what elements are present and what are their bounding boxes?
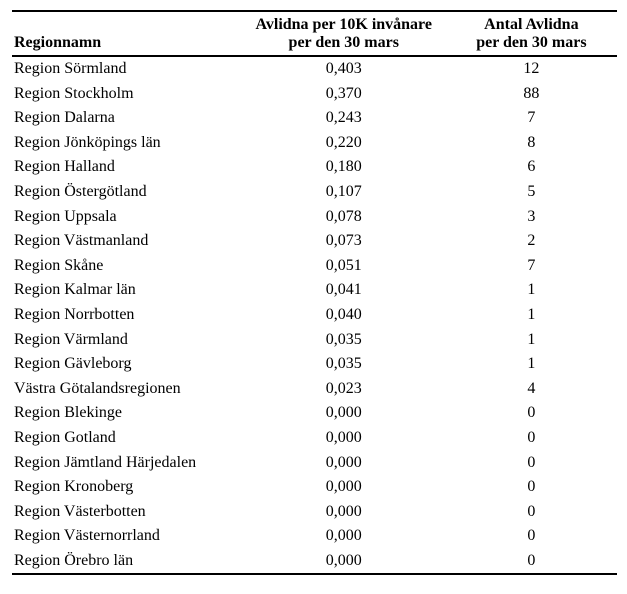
table-row: Region Gävleborg 0,035 1 bbox=[12, 352, 617, 377]
region-name-cell: Region Norrbotten bbox=[14, 305, 135, 323]
region-name-cell: Region Blekinge bbox=[14, 404, 122, 422]
death-count-cell: 12 bbox=[523, 60, 540, 77]
deaths-per-10k-cell: 0,000 bbox=[325, 502, 362, 520]
death-count-cell: 5 bbox=[527, 182, 536, 200]
death-count-cell: 88 bbox=[523, 84, 540, 102]
column-header-region-name: Regionnamn bbox=[12, 11, 242, 57]
death-count-cell: 1 bbox=[527, 330, 536, 348]
death-count-cell: 0 bbox=[527, 453, 536, 471]
region-name-cell: Region Västmanland bbox=[14, 232, 149, 250]
deaths-per-10k-cell: 0,000 bbox=[325, 453, 362, 471]
table-row: Region Norrbotten 0,040 1 bbox=[12, 303, 617, 328]
table-row: Region Jämtland Härjedalen 0,000 0 bbox=[12, 451, 617, 476]
table-row: Region Västmanland 0,073 2 bbox=[12, 229, 617, 254]
death-count-cell: 2 bbox=[527, 232, 536, 250]
column-header-death-count: Antal Avlidna per den 30 mars bbox=[445, 11, 617, 57]
death-count-cell: 7 bbox=[527, 109, 536, 127]
region-name-cell: Region Örebro län bbox=[14, 551, 134, 569]
region-name-cell: Region Skåne bbox=[14, 256, 104, 274]
deaths-per-10k-cell: 0,220 bbox=[325, 133, 362, 151]
header-rate-line1: Avlidna per 10K invånare bbox=[255, 16, 432, 33]
deaths-per-10k-cell: 0,243 bbox=[325, 109, 362, 127]
death-count-cell: 1 bbox=[527, 305, 536, 323]
deaths-per-10k-cell: 0,403 bbox=[325, 60, 362, 77]
deaths-per-10k-cell: 0,035 bbox=[325, 355, 362, 373]
region-name-cell: Region Västernorrland bbox=[14, 527, 160, 545]
region-name-cell: Region Västerbotten bbox=[14, 502, 146, 520]
table-row: Region Stockholm 0,370 88 bbox=[12, 82, 617, 107]
death-count-cell: 0 bbox=[527, 478, 536, 496]
death-count-cell: 0 bbox=[527, 527, 536, 545]
region-name-cell: Region Stockholm bbox=[14, 84, 134, 102]
region-name-cell: Region Jämtland Härjedalen bbox=[14, 453, 197, 471]
table-row: Region Uppsala 0,078 3 bbox=[12, 205, 617, 230]
deaths-per-10k-cell: 0,000 bbox=[325, 478, 362, 496]
region-name-cell: Region Dalarna bbox=[14, 109, 115, 127]
region-name-cell: Region Uppsala bbox=[14, 207, 117, 225]
header-rate-line2: per den 30 mars bbox=[288, 34, 399, 51]
death-count-cell: 8 bbox=[527, 133, 536, 151]
deaths-per-10k-cell: 0,000 bbox=[325, 551, 362, 569]
death-count-cell: 7 bbox=[527, 256, 536, 274]
death-count-cell: 0 bbox=[527, 404, 536, 422]
deaths-per-10k-cell: 0,073 bbox=[325, 232, 362, 250]
region-name-cell: Region Kronoberg bbox=[14, 478, 134, 496]
deaths-per-10k-cell: 0,000 bbox=[325, 428, 362, 446]
table-row: Region Kronoberg 0,000 0 bbox=[12, 475, 617, 500]
table-row: Region Blekinge 0,000 0 bbox=[12, 401, 617, 426]
column-header-deaths-per-10k: Avlidna per 10K invånare per den 30 mars bbox=[241, 11, 446, 57]
death-count-cell: 0 bbox=[527, 551, 536, 569]
deaths-per-10k-cell: 0,000 bbox=[325, 404, 362, 422]
deaths-per-10k-cell: 0,000 bbox=[325, 527, 362, 545]
deaths-per-10k-cell: 0,107 bbox=[325, 182, 362, 200]
table-row: Region Skåne 0,051 7 bbox=[12, 254, 617, 279]
region-name-cell: Region Östergötland bbox=[14, 182, 147, 200]
region-name-cell: Region Värmland bbox=[14, 330, 128, 348]
table-row: Region Halland 0,180 6 bbox=[12, 155, 617, 180]
table-row: Region Kalmar län 0,041 1 bbox=[12, 278, 617, 303]
table-row: Region Dalarna 0,243 7 bbox=[12, 106, 617, 131]
death-count-cell: 3 bbox=[527, 207, 536, 225]
table-row: Region Örebro län 0,000 0 bbox=[12, 549, 617, 575]
region-name-cell: Västra Götalandsregionen bbox=[14, 379, 181, 397]
death-count-cell: 4 bbox=[527, 379, 536, 397]
deaths-per-10k-cell: 0,180 bbox=[325, 158, 362, 176]
table-row: Region Jönköpings län 0,220 8 bbox=[12, 131, 617, 156]
region-name-cell: Region Halland bbox=[14, 158, 115, 176]
table-row: Region Sörmland 0,403 12 bbox=[12, 56, 617, 82]
deaths-per-10k-cell: 0,078 bbox=[325, 207, 362, 225]
table-row: Region Gotland 0,000 0 bbox=[12, 426, 617, 451]
table-header: Regionnamn Avlidna per 10K invånare per … bbox=[12, 11, 617, 57]
region-name-cell: Region Gävleborg bbox=[14, 355, 132, 373]
deaths-per-10k-cell: 0,370 bbox=[325, 84, 362, 102]
table-row: Region Västernorrland 0,000 0 bbox=[12, 524, 617, 549]
region-name-cell: Region Kalmar län bbox=[14, 281, 136, 299]
header-count-line2: per den 30 mars bbox=[476, 34, 587, 51]
header-row: Regionnamn Avlidna per 10K invånare per … bbox=[12, 11, 617, 57]
table-body: Region Sörmland 0,403 12 Region Stockhol… bbox=[12, 56, 617, 574]
region-deaths-table-container: Regionnamn Avlidna per 10K invånare per … bbox=[12, 10, 617, 576]
death-count-cell: 0 bbox=[527, 428, 536, 446]
table-row: Region Östergötland 0,107 5 bbox=[12, 180, 617, 205]
death-count-cell: 6 bbox=[527, 158, 536, 176]
header-count-line1: Antal Avlidna bbox=[484, 16, 579, 33]
deaths-per-10k-cell: 0,035 bbox=[325, 330, 362, 348]
table-row: Region Värmland 0,035 1 bbox=[12, 328, 617, 353]
deaths-per-10k-cell: 0,023 bbox=[325, 379, 362, 397]
death-count-cell: 1 bbox=[527, 355, 536, 373]
region-name-cell: Region Sörmland bbox=[14, 60, 127, 77]
death-count-cell: 0 bbox=[527, 502, 536, 520]
table-row: Region Västerbotten 0,000 0 bbox=[12, 500, 617, 525]
region-deaths-table: Regionnamn Avlidna per 10K invånare per … bbox=[12, 10, 617, 576]
header-region-label: Regionnamn bbox=[14, 34, 102, 51]
deaths-per-10k-cell: 0,051 bbox=[325, 256, 362, 274]
region-name-cell: Region Gotland bbox=[14, 428, 116, 446]
region-name-cell: Region Jönköpings län bbox=[14, 133, 161, 151]
deaths-per-10k-cell: 0,041 bbox=[325, 281, 362, 299]
death-count-cell: 1 bbox=[527, 281, 536, 299]
table-row: Västra Götalandsregionen 0,023 4 bbox=[12, 377, 617, 402]
deaths-per-10k-cell: 0,040 bbox=[325, 305, 362, 323]
